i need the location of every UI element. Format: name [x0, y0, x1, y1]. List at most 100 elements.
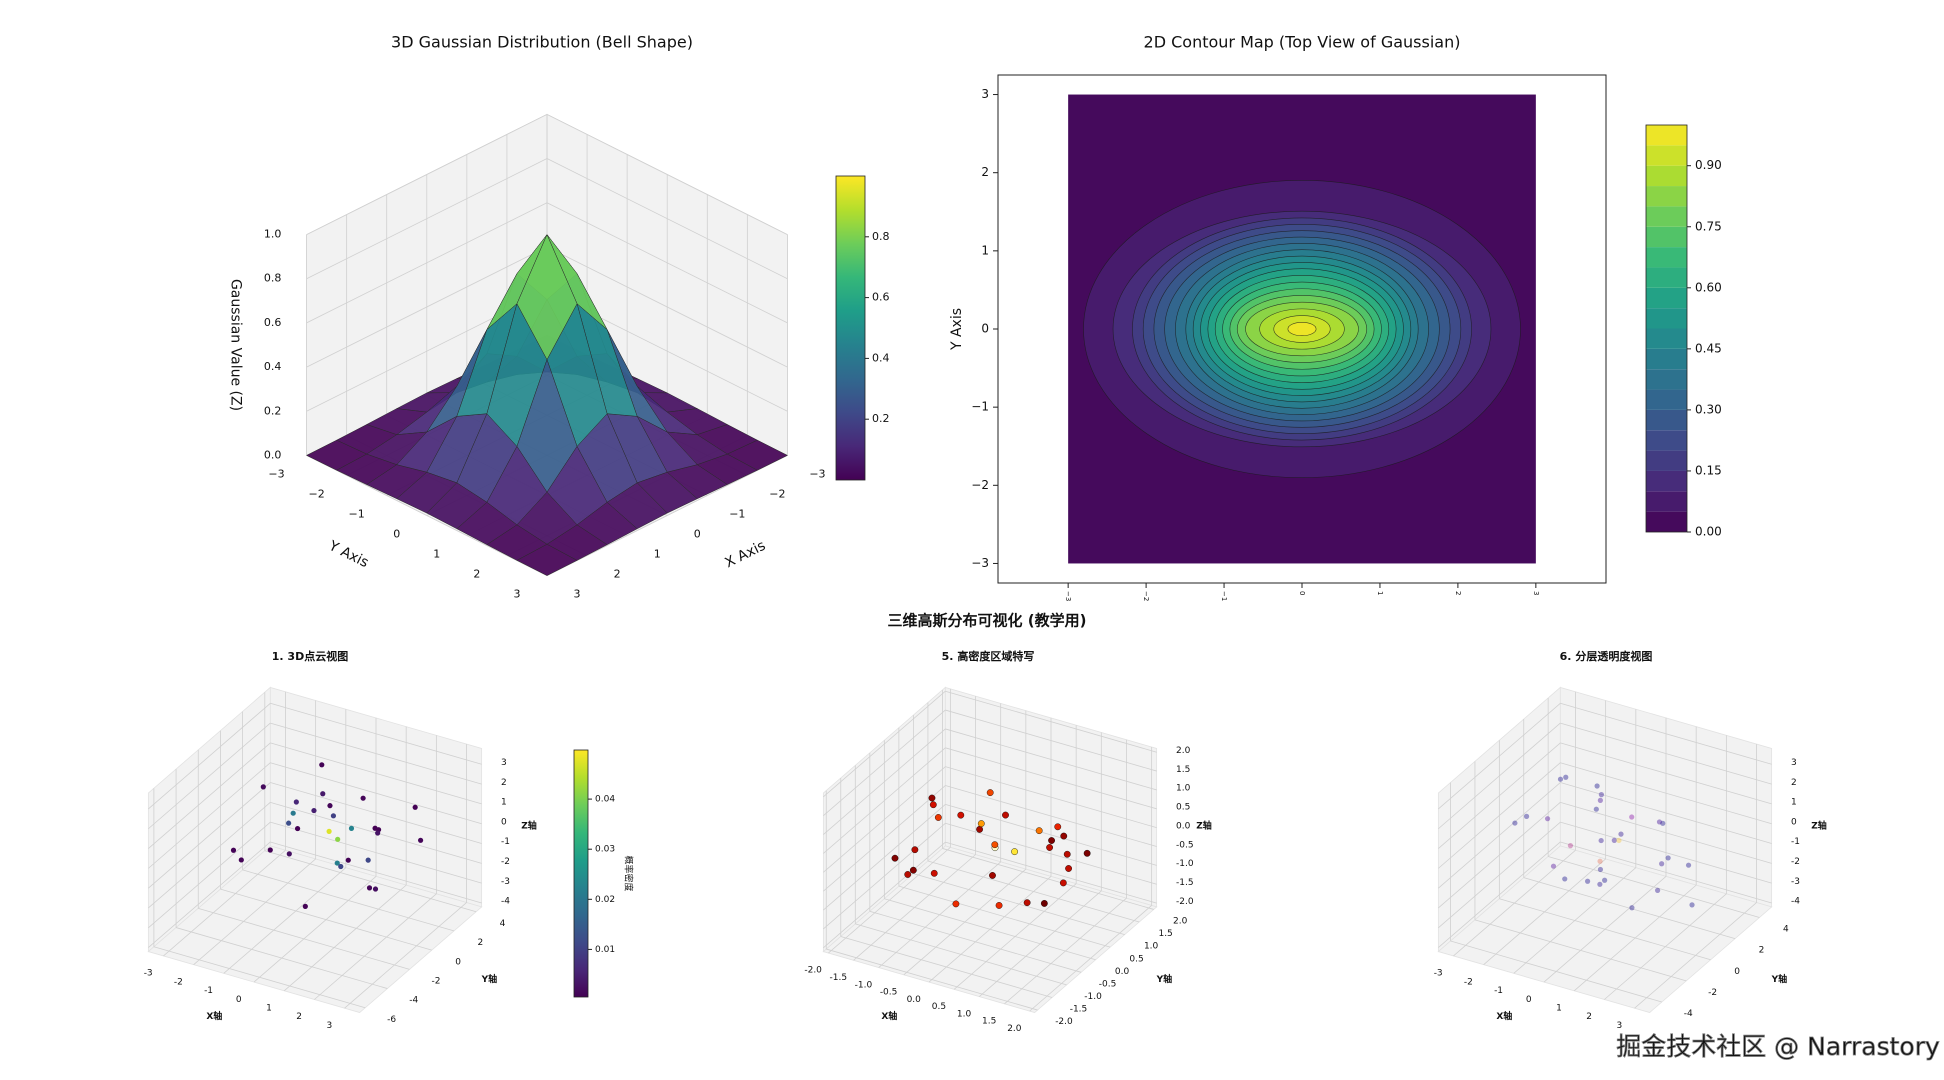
grid-line — [1560, 722, 1772, 785]
z-tick-label: 1.5 — [1176, 765, 1190, 775]
point — [1611, 837, 1617, 843]
y-tick-label: 1 — [433, 548, 440, 561]
colorbar-band — [1646, 389, 1687, 410]
grid-line — [1560, 742, 1772, 805]
point — [1550, 863, 1557, 869]
point — [412, 804, 418, 810]
grid-line — [1438, 802, 1561, 909]
z-tick-label: -1 — [501, 837, 510, 847]
y-tick-label: −3 — [268, 467, 284, 480]
x-tick-label: 2 — [296, 1012, 302, 1022]
grid-line — [344, 902, 467, 1009]
point — [976, 825, 983, 833]
z-tick-label: -1.5 — [1176, 878, 1194, 888]
point — [372, 886, 379, 892]
y-tick-label: 4 — [500, 919, 506, 929]
grid-line — [148, 762, 271, 869]
grid-line — [823, 804, 946, 911]
subplot-title: 6. 分层透明度视图 — [1560, 649, 1653, 663]
point — [1618, 831, 1624, 837]
y-tick-label: −1 — [349, 508, 365, 521]
point — [267, 847, 273, 853]
x-tick-label: −3 — [809, 467, 825, 480]
colorbar-band — [1646, 470, 1687, 492]
point — [904, 871, 912, 878]
y-tick-label: 2 — [981, 165, 989, 179]
colorbar-band — [1646, 430, 1687, 451]
point — [345, 857, 351, 863]
point — [360, 795, 366, 801]
y-tick-label: -2 — [431, 976, 440, 986]
z-tick-label: 0.8 — [264, 272, 282, 285]
x-tick-label: 3 — [1532, 591, 1540, 595]
point — [1023, 899, 1031, 907]
point — [1567, 843, 1574, 849]
colorbar-band — [1646, 145, 1687, 166]
z-tick-label: -0.5 — [1176, 840, 1194, 850]
colorbar-tick-label: 0.04 — [595, 795, 615, 805]
point — [1689, 902, 1695, 908]
grid-line — [306, 158, 548, 280]
point — [1065, 865, 1072, 872]
x-tick-label: -1.0 — [855, 980, 873, 990]
point — [1597, 858, 1603, 864]
y-tick-label: -0.5 — [1099, 979, 1117, 989]
z-axis-label: Z轴 — [1811, 819, 1827, 831]
point — [1597, 866, 1604, 873]
y-tick-label: -4 — [409, 996, 418, 1006]
grid-line — [148, 742, 271, 849]
y-tick-label: 0 — [1734, 967, 1740, 977]
point — [293, 799, 299, 805]
point — [1597, 881, 1603, 887]
point — [290, 810, 296, 816]
grid-line — [193, 858, 316, 965]
x-tick-label: 0 — [236, 995, 242, 1005]
grid-line — [1560, 782, 1772, 844]
x-tick-label: -2 — [174, 977, 183, 987]
x-axis-label: X轴 — [881, 1010, 897, 1022]
point — [327, 803, 333, 809]
z-tick-label: 0.0 — [1176, 821, 1191, 831]
point — [989, 872, 996, 879]
y-axis-label: Y轴 — [1156, 973, 1173, 985]
point — [928, 794, 936, 802]
point — [365, 857, 371, 863]
point — [1685, 862, 1692, 868]
y-tick-label: 0.0 — [1115, 967, 1130, 977]
x-tick-label: -1.5 — [830, 973, 848, 983]
grid-line — [1438, 702, 1561, 810]
x-tick-label: −3 — [1064, 591, 1072, 601]
colorbar-tick-label: 0.02 — [595, 895, 615, 905]
grid-line — [1523, 877, 1736, 939]
z-tick-label: 1 — [501, 798, 507, 808]
x-tick-label: −2 — [1142, 591, 1150, 601]
grid-line — [148, 702, 271, 810]
point — [1593, 806, 1599, 812]
colorbar-tick-label: 0.8 — [872, 230, 890, 243]
x-tick-label: -3 — [144, 969, 153, 979]
point — [1659, 861, 1665, 867]
x-tick-label: -2.0 — [804, 966, 822, 976]
x-tick-label: -2 — [1464, 977, 1473, 987]
grid-line — [1438, 762, 1561, 869]
point — [1048, 837, 1055, 844]
point — [230, 847, 237, 853]
colorbar — [835, 175, 866, 481]
grid-line — [306, 114, 548, 235]
y-axis-label: Y轴 — [481, 973, 498, 985]
y-tick-label: 3 — [513, 588, 520, 601]
colorbar-band — [1646, 206, 1687, 227]
colorbar-band — [1646, 287, 1687, 309]
grid-line — [913, 873, 1125, 935]
grid-line — [270, 841, 482, 904]
point — [1563, 774, 1569, 780]
y-tick-label: −2 — [971, 478, 989, 492]
y-tick-label: −1 — [971, 400, 989, 414]
point — [320, 791, 326, 797]
x-tick-label: 3 — [326, 1021, 332, 1031]
grid-line — [945, 728, 1157, 791]
point — [286, 851, 292, 857]
x-axis-label: X Axis — [722, 538, 768, 572]
colorbar-band — [1646, 511, 1687, 532]
x-tick-label: -0.5 — [880, 988, 898, 998]
